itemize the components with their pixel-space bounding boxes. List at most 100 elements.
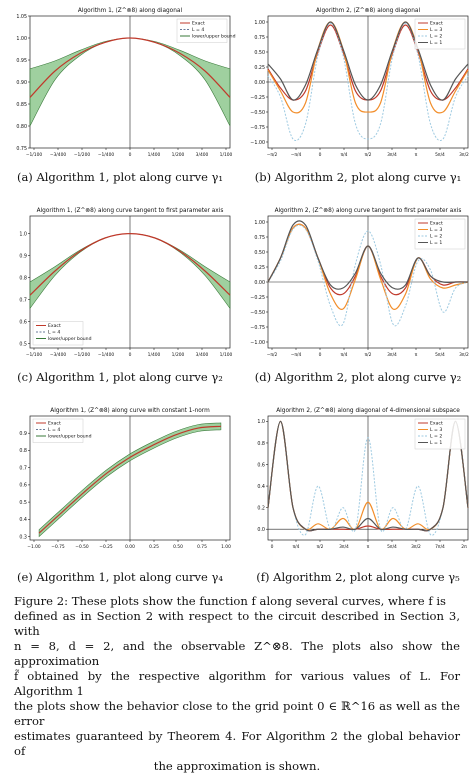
x-tick-label: −1/200 [74, 152, 91, 158]
x-tick-label: −0.50 [75, 544, 89, 550]
y-tick-label: 0.75 [16, 146, 27, 152]
y-tick-label: −1.00 [250, 140, 265, 146]
y-tick-label: −0.25 [250, 295, 265, 301]
panel-e: Algorithm 1, ⟨Z^⊗8⟩ along curve with con… [4, 404, 236, 594]
chart-title: Algorithm 1, ⟨Z^⊗8⟩ along diagonal [78, 7, 183, 14]
x-tick-label: 3π/2 [459, 152, 469, 158]
y-tick-label: 0.8 [257, 441, 265, 447]
x-tick-label: −π/2 [267, 152, 278, 158]
figure-caption-line: f̃ obtained by the respective algorithm … [14, 669, 460, 698]
caption-a: (a) Algorithm 1, plot along curve γ₁ [16, 170, 224, 184]
y-tick-label: 0.75 [254, 235, 265, 241]
y-tick-label: 0.95 [16, 58, 27, 64]
y-tick-label: 0.3 [19, 534, 27, 540]
x-tick-label: 0.75 [197, 544, 207, 550]
x-tick-label: 5π/4 [435, 352, 445, 358]
series-line-l1 [267, 220, 468, 290]
series-line-l3 [267, 21, 469, 114]
legend-box [32, 321, 84, 346]
x-tick-label: −1/400 [98, 352, 115, 358]
y-tick-label: 0.8 [19, 275, 27, 281]
x-tick-label: −0.75 [51, 544, 65, 550]
chart-d: Algorithm 2, ⟨Z^⊗8⟩ along curve tangent … [250, 207, 469, 358]
y-tick-label: 0.50 [254, 250, 265, 256]
legend-label: L = 2 [430, 434, 442, 440]
x-tick-label: 0.25 [149, 544, 159, 550]
panel-b: Algorithm 2, ⟨Z^⊗8⟩ along diagonal −1.00−… [242, 4, 474, 200]
figure-caption-line: Figure 2: These plots show the function … [14, 594, 446, 608]
x-tick-label: 1/400 [148, 152, 161, 158]
series-line-l1 [267, 21, 469, 101]
x-tick-label: π/2 [365, 352, 372, 358]
x-tick-label: 0 [129, 152, 132, 158]
legend-label: L = 3 [430, 427, 442, 433]
y-tick-label: 0.2 [257, 505, 265, 511]
figure-caption-line: the plots show the behavior close to the… [14, 699, 460, 728]
y-tick-label: −0.75 [250, 325, 265, 331]
x-tick-label: π/4 [341, 152, 348, 158]
y-tick-label: 0.25 [254, 65, 265, 71]
x-tick-label: −π/2 [267, 352, 278, 358]
legend-box [414, 18, 466, 50]
legend-label: L = 4 [192, 27, 204, 33]
x-tick-label: 3π/4 [339, 544, 349, 550]
legend-label: L = 3 [430, 27, 442, 33]
x-tick-label: π [367, 545, 370, 550]
panel-c: Algorithm 1, ⟨Z^⊗8⟩ along curve tangent … [4, 204, 236, 400]
caption-f: (f) Algorithm 2, plot along curve γ₅ [256, 570, 460, 584]
figure-caption: Figure 2: These plots show the function … [14, 594, 460, 774]
chart-title: Algorithm 2, ⟨Z^⊗8⟩ along diagonal of 4-… [276, 407, 460, 414]
y-tick-label: 0.50 [254, 50, 265, 56]
y-tick-label: 0.9 [19, 253, 27, 259]
figure-caption-line: estimates guaranteed by Theorem 4. For A… [14, 729, 460, 758]
legend-label: L = 3 [430, 227, 442, 233]
x-tick-label: π/4 [293, 544, 300, 550]
x-tick-label: π/4 [341, 352, 348, 358]
series-line-l2 [267, 224, 469, 327]
x-tick-label: −1/100 [26, 352, 43, 358]
chart-f: Algorithm 2, ⟨Z^⊗8⟩ along diagonal of 4-… [257, 407, 469, 550]
x-tick-label: 0.50 [173, 544, 183, 550]
y-tick-label: 0.25 [254, 265, 265, 271]
x-tick-label: −1/200 [74, 352, 91, 358]
y-tick-label: 1.00 [254, 220, 265, 226]
x-tick-label: −1/400 [98, 152, 115, 158]
caption-d: (d) Algorithm 2, plot along curve γ₂ [254, 370, 462, 384]
series-line-exact [29, 232, 231, 296]
y-tick-label: 0.80 [16, 124, 27, 130]
legend-label: lower/upper bound [192, 34, 236, 40]
y-tick-label: 0.0 [257, 527, 265, 533]
x-tick-label: −π/4 [291, 352, 302, 358]
x-tick-label: 0 [319, 352, 322, 358]
y-tick-label: 0.5 [19, 500, 27, 506]
chart-e: Algorithm 1, ⟨Z^⊗8⟩ along curve with con… [19, 407, 231, 550]
legend-label: Exact [48, 323, 61, 329]
legend-label: lower/upper bound [48, 434, 92, 440]
x-tick-label: 3π/2 [459, 352, 469, 358]
y-tick-label: 1.0 [19, 231, 27, 237]
x-tick-label: −3/400 [50, 352, 67, 358]
x-tick-label: 1/100 [220, 352, 233, 358]
x-tick-label: −1/100 [26, 152, 43, 158]
x-tick-label: 0 [319, 152, 322, 158]
x-tick-label: π/2 [365, 152, 372, 158]
x-tick-label: 1/400 [148, 352, 161, 358]
x-tick-label: −π/4 [291, 152, 302, 158]
legend-label: L = 1 [430, 440, 442, 446]
x-tick-label: π/2 [317, 544, 324, 550]
series-line-l1 [267, 420, 469, 532]
x-tick-label: 3/400 [196, 152, 209, 158]
legend-label: Exact [430, 421, 443, 427]
caption-c: (c) Algorithm 1, plot along curve γ₂ [17, 370, 223, 384]
y-tick-label: 0.75 [254, 35, 265, 41]
x-tick-label: 1/200 [172, 352, 185, 358]
x-tick-label: 3π/4 [387, 352, 397, 358]
y-tick-label: 0.5 [19, 341, 27, 347]
y-tick-label: 0.8 [19, 448, 27, 454]
x-tick-label: 5π/4 [435, 152, 445, 158]
legend-label: L = 1 [430, 40, 442, 46]
x-tick-label: 1/100 [220, 152, 233, 158]
panel-d: Algorithm 2, ⟨Z^⊗8⟩ along curve tangent … [242, 204, 474, 400]
chart-title: Algorithm 2, ⟨Z^⊗8⟩ along diagonal [316, 7, 421, 14]
legend-label: Exact [430, 21, 443, 27]
